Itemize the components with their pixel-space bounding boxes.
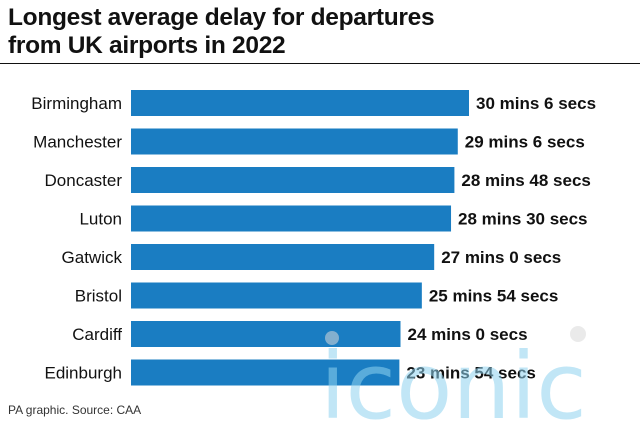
bar: [131, 244, 435, 270]
value-label: 23 mins 54 secs: [406, 364, 535, 383]
value-label: 29 mins 6 secs: [465, 133, 585, 152]
value-label: 25 mins 54 secs: [429, 287, 558, 306]
value-label: 27 mins 0 secs: [441, 248, 561, 267]
title-divider: [0, 63, 640, 64]
bar: [131, 359, 400, 386]
bar: [131, 167, 455, 193]
bar: [131, 128, 458, 155]
bar-chart: Birmingham 30 mins 6 secs Manchester 29 min…: [31, 90, 596, 386]
bar: [131, 90, 469, 116]
source-note: PA graphic. Source: CAA: [8, 403, 142, 417]
category-label: Cardiff: [72, 325, 122, 344]
title-line-2: from UK airports in 2022: [8, 32, 286, 59]
category-label: Edinburgh: [44, 364, 122, 383]
bar: [131, 205, 452, 232]
category-label: Manchester: [33, 133, 122, 152]
category-label: Luton: [79, 210, 122, 229]
chart-title: Longest average delay for departures fro…: [8, 4, 628, 60]
category-label: Birmingham: [31, 94, 122, 113]
value-label: 28 mins 48 secs: [461, 171, 590, 190]
category-label: Bristol: [75, 287, 122, 306]
value-label: 24 mins 0 secs: [408, 325, 528, 344]
category-label: Doncaster: [45, 171, 123, 190]
category-label: Gatwick: [62, 248, 123, 267]
title-line-1: Longest average delay for departures: [8, 4, 435, 31]
value-label: 28 mins 30 secs: [458, 210, 587, 229]
value-label: 30 mins 6 secs: [476, 94, 596, 113]
bar: [131, 282, 422, 309]
bar: [131, 321, 401, 347]
